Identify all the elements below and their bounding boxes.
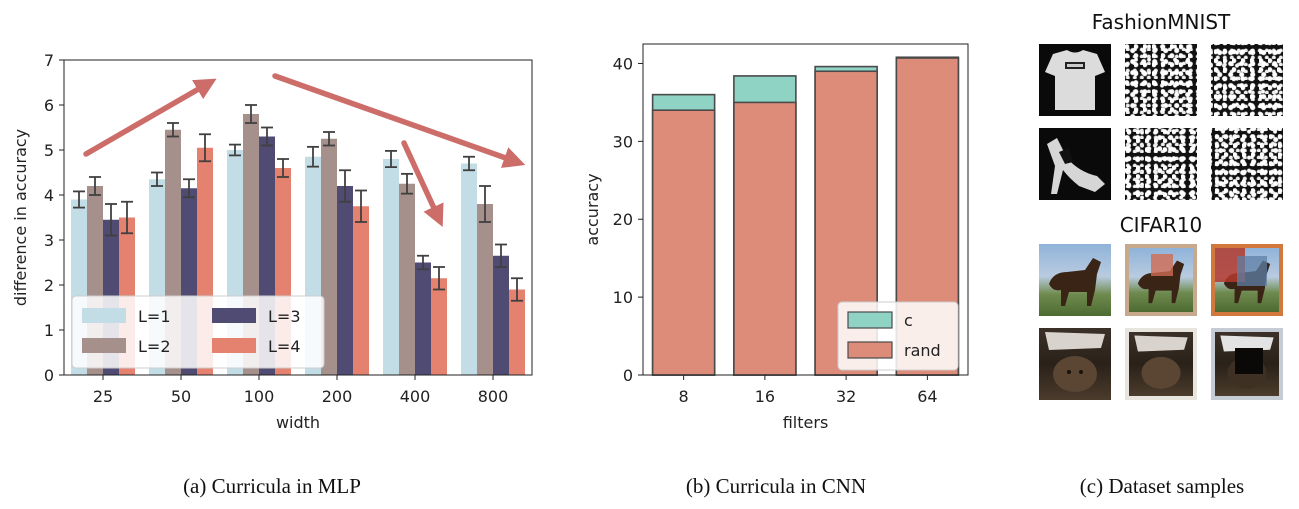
bar-l1-800 — [461, 163, 477, 375]
y-tick-label-b: 10 — [613, 288, 633, 307]
y-tick-label-a: 1 — [44, 321, 54, 340]
bar-rand-8 — [651, 109, 716, 376]
legend-label-c: c — [904, 311, 913, 330]
plot-frame-a — [63, 59, 533, 376]
fashionmnist-tshirt-noise-sample-1 — [1125, 44, 1197, 116]
chart-a-mlp-curricula: 0 1 2 3 4 5 6 7 25 50 100 200 400 800 width difference … — [11, 51, 533, 432]
fashionmnist-title: FashionMNIST — [1091, 10, 1231, 34]
y-tick-label-b: 40 — [613, 54, 633, 73]
plot-frame-b — [642, 43, 969, 376]
x-tick-label-a: 50 — [171, 387, 191, 406]
legend-label-l4: L=4 — [268, 337, 301, 356]
legend-swatch-l4 — [212, 338, 256, 353]
x-tick-label-b: 16 — [755, 387, 775, 406]
fashionmnist-tshirt-image — [1039, 44, 1111, 116]
legend-swatch-l1 — [82, 308, 126, 323]
y-tick-label-a: 5 — [44, 141, 54, 160]
bar-l4-200 — [353, 206, 369, 375]
x-tick-label-b: 32 — [836, 387, 856, 406]
cifar10-horse-image — [1039, 244, 1111, 316]
bar-l2-200 — [321, 138, 337, 375]
y-tick-label-a: 7 — [44, 51, 54, 70]
y-tick-label-a: 2 — [44, 276, 54, 295]
bar-l3-400 — [415, 262, 431, 375]
caption-c: (c) Dataset samples — [1079, 474, 1245, 498]
legend-a — [71, 295, 325, 369]
bar-l4-800 — [509, 289, 525, 375]
caption-a: (a) Curricula in MLP — [183, 474, 361, 498]
x-tick-label-a: 400 — [400, 387, 431, 406]
cifar10-cat-image — [1039, 328, 1111, 400]
y-tick-label-a: 4 — [44, 186, 54, 205]
trend-arrow-3 — [401, 140, 444, 227]
x-tick-label-a: 800 — [478, 387, 509, 406]
legend-label-l1: L=1 — [138, 307, 171, 326]
fashionmnist-sandal-image — [1039, 128, 1111, 200]
x-tick-label-a: 25 — [93, 387, 113, 406]
trend-arrow-1 — [83, 78, 217, 157]
y-tick-label-b: 0 — [623, 366, 633, 385]
legend-swatch-c — [847, 311, 893, 329]
y-tick-label-b: 30 — [613, 132, 633, 151]
fashionmnist-sandal-noise-sample-2 — [1211, 128, 1283, 200]
caption-b: (b) Curricula in CNN — [685, 474, 867, 498]
bar-l1-400 — [383, 159, 399, 375]
x-tick-label-b: 8 — [679, 387, 689, 406]
y-axis-label-b: accuracy — [583, 173, 602, 245]
y-tick-label-a: 0 — [44, 366, 54, 385]
cifar10-title: CIFAR10 — [1119, 213, 1203, 237]
bar-l3-800 — [493, 255, 509, 375]
x-axis-label-a: width — [276, 413, 320, 432]
y-tick-label-b: 20 — [613, 210, 633, 229]
bar-l3-200 — [337, 186, 353, 375]
bar-l2-800 — [477, 204, 493, 375]
legend-swatch-l2 — [82, 338, 126, 353]
chart-b-cnn-curricula: 0 10 20 30 40 8 16 32 64 filters accuracy c rand — [583, 43, 969, 432]
fashionmnist-tshirt-noise-sample-2 — [1211, 44, 1283, 116]
cifar10-horse-sample-2 — [1211, 244, 1283, 316]
bar-rand-16 — [733, 101, 797, 376]
y-tick-label-a: 3 — [44, 231, 54, 250]
x-tick-label-a: 100 — [244, 387, 275, 406]
y-axis-label-a: difference in accuracy — [11, 129, 30, 306]
x-axis-label-b: filters — [783, 413, 829, 432]
y-tick-label-a: 6 — [44, 96, 54, 115]
trend-arrow-2 — [272, 73, 526, 168]
bar-l4-400 — [431, 278, 447, 375]
bar-l2-400 — [399, 183, 415, 375]
legend-swatch-l3 — [212, 308, 256, 323]
legend-label-rand: rand — [904, 341, 941, 360]
cifar10-horse-sample-1 — [1125, 244, 1197, 316]
cifar10-cat-sample-1 — [1125, 328, 1197, 400]
cifar10-cat-sample-2 — [1211, 328, 1283, 400]
x-tick-label-a: 200 — [322, 387, 353, 406]
legend-label-l3: L=3 — [268, 307, 301, 326]
legend-label-l2: L=2 — [138, 337, 171, 356]
x-tick-label-b: 64 — [917, 387, 937, 406]
fashionmnist-sandal-noise-sample-1 — [1125, 128, 1197, 200]
legend-swatch-rand — [847, 341, 893, 359]
